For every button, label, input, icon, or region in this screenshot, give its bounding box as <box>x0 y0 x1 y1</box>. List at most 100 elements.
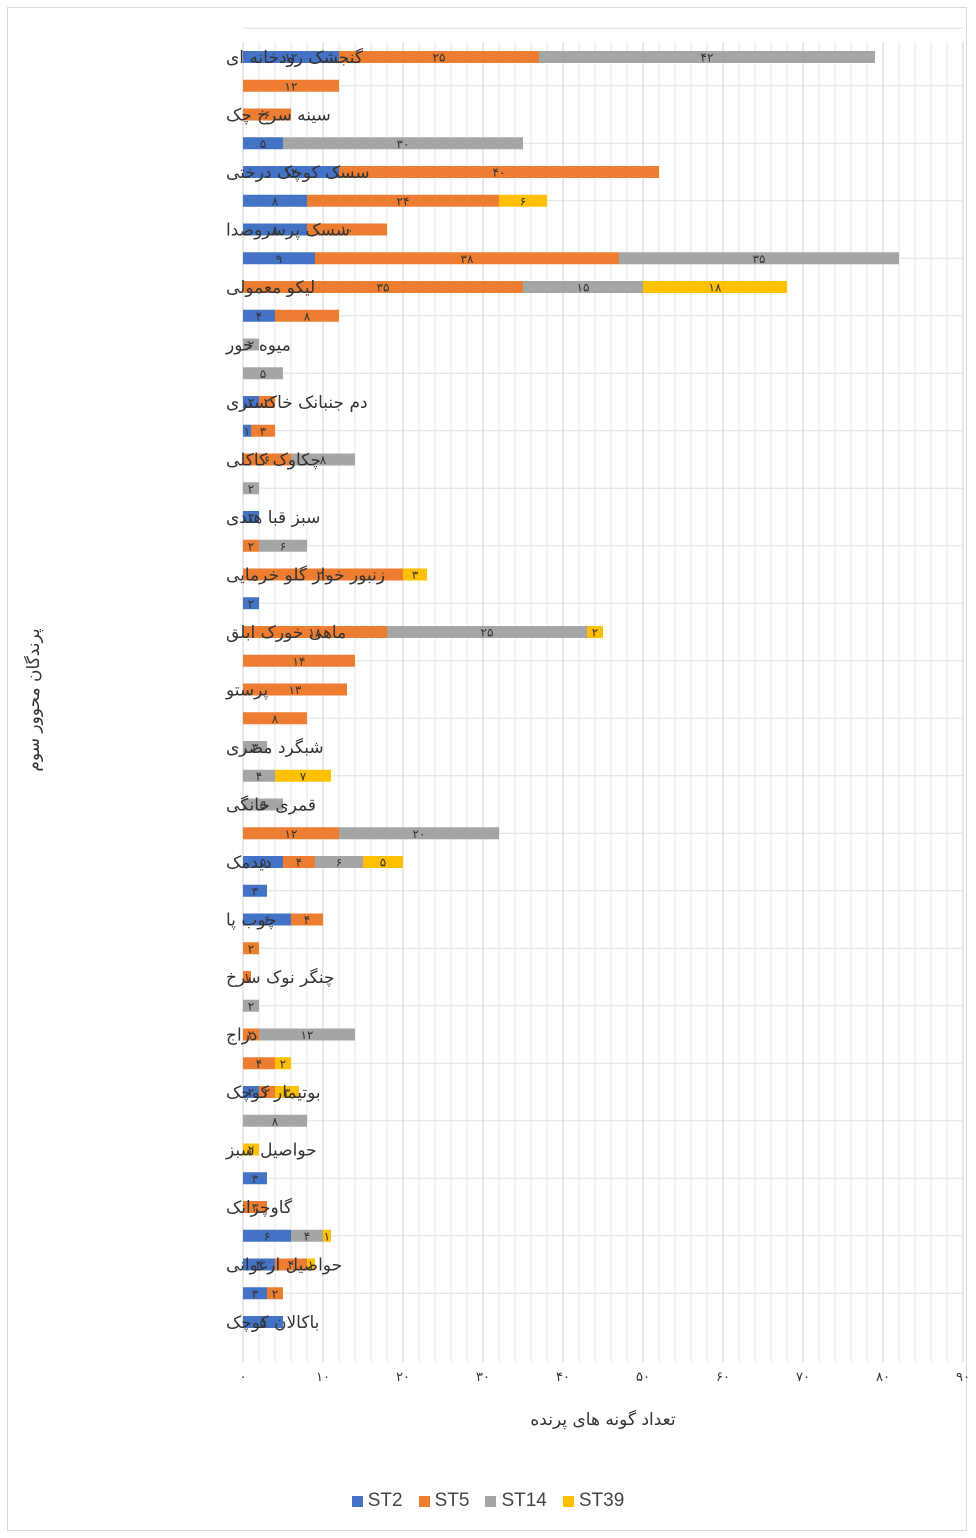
bar-st5 <box>315 252 619 265</box>
bar-st5 <box>283 856 315 868</box>
bar-st5 <box>307 223 387 236</box>
data-label-st5: ۳۸ <box>461 252 474 266</box>
category-label: زنبور خوار گلو خرمایی <box>226 565 385 586</box>
data-label-st2: ۲ <box>248 396 254 410</box>
data-label-st5: ۱۲ <box>285 79 298 93</box>
data-label-st5: ۴ <box>296 856 302 870</box>
data-label-st2: ۶ <box>264 1229 270 1243</box>
data-label-st2: ۲ <box>248 511 254 525</box>
bar-st39 <box>587 626 603 638</box>
bar-st14 <box>291 1229 323 1242</box>
data-label-st5: ۲۰ <box>317 568 330 582</box>
data-label-st14: ۲ <box>248 482 254 496</box>
data-label-st5: ۲ <box>248 539 254 553</box>
bar-st14 <box>539 51 875 63</box>
x-tick-label: ۵۰ <box>636 1370 650 1385</box>
data-label-st14: ۵ <box>260 367 266 381</box>
data-label-st14: ۸ <box>320 453 327 467</box>
bar-st14 <box>243 741 267 753</box>
data-label-st14: ۳۰ <box>397 137 410 151</box>
data-label-st14: ۳ <box>252 741 259 755</box>
data-label-st39: ۷ <box>300 769 307 783</box>
data-label-st39: ۲ <box>280 1057 286 1071</box>
legend-item-st2: ST2 <box>351 1490 403 1512</box>
bar-st2 <box>243 223 307 236</box>
category-label: دیدمک <box>226 853 272 873</box>
data-label-st2: ۴ <box>256 309 262 323</box>
x-tick-label: ۰ <box>240 1370 247 1385</box>
bar-st5 <box>243 108 291 121</box>
data-label-st14: ۲۵ <box>481 626 494 640</box>
data-label-st5: ۳ <box>252 1201 259 1215</box>
data-label-st39: ۱ <box>308 1258 314 1272</box>
data-label-st5: ۱۴ <box>293 654 306 668</box>
bar-st39 <box>275 1086 299 1098</box>
y-axis-title: پرندگان محوور سوم <box>24 628 44 772</box>
category-label: سسک کوچک درختی <box>226 163 370 183</box>
data-label-st2: ۱۲ <box>285 166 298 180</box>
data-label-st39: ۱ <box>324 1229 330 1243</box>
data-label-st5: ۲ <box>248 942 254 956</box>
data-label-st2: ۹ <box>276 252 282 266</box>
data-label-st14: ۱۲ <box>301 1028 314 1042</box>
data-label-st5: ۳ <box>260 424 267 438</box>
bar-st2 <box>243 1172 267 1185</box>
bar-st39 <box>307 1258 315 1271</box>
bar-st14 <box>259 1028 355 1041</box>
data-label-st5: ۲۴ <box>397 194 410 208</box>
bar-st5 <box>243 568 403 581</box>
bar-st2 <box>243 597 259 610</box>
data-label-st14: ۴ <box>256 769 262 783</box>
data-label-st39: ۳ <box>284 1086 291 1100</box>
data-label-st14: ۶ <box>280 539 286 553</box>
data-label-st5: ۸ <box>272 712 279 726</box>
category-label: حواصیل ارغوانی <box>226 1256 342 1276</box>
data-label-st5: ۶ <box>264 108 270 122</box>
x-axis-title: تعداد گونه های پرنده <box>530 1410 676 1430</box>
category-label: چکاوک کاکلی <box>226 451 321 471</box>
bar-st2 <box>243 511 259 523</box>
bar-st5 <box>259 396 275 408</box>
bar-st39 <box>363 856 403 868</box>
bar-st14 <box>523 281 643 293</box>
bar-st5 <box>259 1086 275 1098</box>
data-label-st5: ۶ <box>264 453 270 467</box>
data-label-st5: ۱۳ <box>289 683 302 697</box>
bar-st2 <box>243 396 259 408</box>
data-label-st14: ۱۵ <box>577 281 590 295</box>
bar-st14 <box>619 252 899 265</box>
bar-st39 <box>403 568 427 581</box>
bar-st14 <box>243 482 259 495</box>
data-label-st39: ۶ <box>520 194 526 208</box>
data-label-st5: ۴ <box>304 913 310 927</box>
data-label-st5: ۸ <box>304 309 311 323</box>
bar-st39 <box>275 769 331 782</box>
bar-st39 <box>499 194 547 207</box>
bar-st2 <box>243 1287 267 1300</box>
data-label-st2: ۴ <box>256 1258 262 1272</box>
category-label: قمری خانگی <box>226 795 316 816</box>
bar-st14 <box>243 769 275 782</box>
bar-st5 <box>275 309 339 322</box>
x-tick-label: ۱۰ <box>316 1370 330 1385</box>
category-label: سینه سرخ چک <box>226 106 331 126</box>
bar-st2 <box>243 194 307 207</box>
category-label: دراج <box>226 1026 257 1046</box>
category-label: حواصیل سبز <box>225 1141 317 1161</box>
bar-st5 <box>291 913 323 926</box>
data-label-st39: ۲ <box>592 626 598 640</box>
data-label-st5: ۴ <box>288 1258 294 1272</box>
bar-st5 <box>243 942 259 955</box>
data-label-st14: ۴۲ <box>701 51 714 65</box>
data-label-st14: ۲ <box>248 999 254 1013</box>
bar-st39 <box>323 1229 331 1242</box>
data-label-st5: ۱۲ <box>285 827 298 841</box>
bar-st14 <box>259 539 307 552</box>
bar-st14 <box>243 798 283 811</box>
bar-st39 <box>243 1143 259 1156</box>
legend-swatch-st5 <box>418 1495 430 1507</box>
bar-st5 <box>243 1057 275 1070</box>
data-label-st39: ۳ <box>412 568 419 582</box>
category-label: لیکو معمولی <box>226 278 315 298</box>
data-label-st39: ۲ <box>248 1143 254 1157</box>
